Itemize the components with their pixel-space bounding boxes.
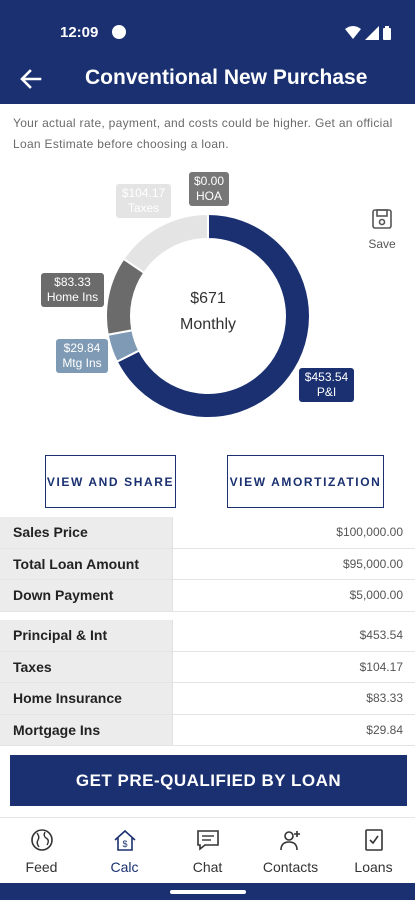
mtg-ins-tag: $29.84 Mtg Ins bbox=[56, 339, 108, 373]
contacts-icon bbox=[279, 831, 300, 851]
row-value: $104.17 bbox=[359, 659, 403, 674]
donut-slice-home-ins bbox=[105, 257, 146, 336]
donut-chart bbox=[105, 212, 311, 419]
get-pre-qualified-button[interactable]: GET PRE-QUALIFIED BY LOAN bbox=[10, 755, 407, 806]
row-label: Home Insurance bbox=[0, 683, 173, 714]
taxes-tag: $104.17 Taxes bbox=[116, 184, 171, 218]
loan-summary-table: Sales Price $100,000.00 Total Loan Amoun… bbox=[0, 517, 415, 612]
row-label: Taxes bbox=[0, 651, 173, 682]
row-label: Mortgage Ins bbox=[0, 714, 173, 745]
payment-breakdown-chart: $671 Monthly $104.17 Taxes $0.00 HOA $83… bbox=[0, 160, 415, 440]
home-gesture-pill[interactable] bbox=[170, 890, 246, 894]
table-row: Mortgage Ins $29.84 bbox=[0, 714, 415, 746]
chart-center-label: Monthly bbox=[179, 316, 237, 333]
table-row: Home Insurance $83.33 bbox=[0, 683, 415, 715]
mtg-ins-tag-amount: $29.84 bbox=[63, 341, 101, 355]
chart-center-amount: $671 bbox=[190, 290, 226, 307]
home-ins-tag: $83.33 Home Ins bbox=[41, 273, 104, 307]
table-row: Down Payment $5,000.00 bbox=[0, 580, 415, 612]
globe-icon bbox=[30, 829, 53, 851]
row-label: Total Loan Amount bbox=[0, 548, 173, 579]
bottom-navigation: Feed $ Calc Chat Contacts Loans bbox=[0, 817, 415, 883]
view-and-share-button[interactable]: VIEW AND SHARE bbox=[45, 455, 176, 508]
home-ins-tag-amount: $83.33 bbox=[54, 275, 91, 289]
pi-tag-amount: $453.54 bbox=[304, 370, 349, 384]
taxes-tag-label: Taxes bbox=[127, 201, 160, 215]
hoa-tag: $0.00 HOA bbox=[189, 172, 229, 206]
table-row: Total Loan Amount $95,000.00 bbox=[0, 548, 415, 580]
disclaimer-text: Your actual rate, payment, and costs cou… bbox=[13, 116, 393, 151]
back-arrow-icon[interactable] bbox=[18, 66, 44, 92]
nav-item-feed[interactable]: Feed bbox=[0, 818, 83, 883]
row-value: $453.54 bbox=[359, 628, 403, 643]
hoa-tag-label: HOA bbox=[195, 189, 222, 203]
nav-label: Calc bbox=[110, 859, 139, 875]
app-notification-icon bbox=[112, 25, 126, 39]
calculator-home-icon: $ bbox=[113, 829, 136, 851]
row-label: Sales Price bbox=[0, 517, 173, 548]
mtg-ins-tag-label: Mtg Ins bbox=[62, 356, 102, 370]
row-value: $83.33 bbox=[366, 691, 403, 706]
table-row: Principal & Int $453.54 bbox=[0, 620, 415, 652]
nav-item-loans[interactable]: Loans bbox=[332, 818, 415, 883]
row-label: Down Payment bbox=[0, 580, 173, 611]
hoa-tag-amount: $0.00 bbox=[193, 174, 225, 188]
status-time: 12:09 bbox=[60, 24, 99, 41]
row-value: $5,000.00 bbox=[349, 588, 403, 603]
app-bar: Conventional New Purchase bbox=[0, 56, 415, 104]
pi-tag: $453.54 P&I bbox=[299, 368, 354, 402]
status-icons bbox=[345, 26, 391, 40]
nav-item-chat[interactable]: Chat bbox=[166, 818, 249, 883]
save-button[interactable]: Save bbox=[362, 208, 402, 251]
nav-label: Contacts bbox=[262, 859, 319, 875]
home-ins-tag-label: Home Ins bbox=[46, 290, 99, 304]
chat-icon bbox=[196, 830, 219, 851]
table-row: Taxes $104.17 bbox=[0, 651, 415, 683]
taxes-tag-amount: $104.17 bbox=[121, 186, 166, 200]
status-bar: 12:09 bbox=[0, 0, 415, 56]
page-title: Conventional New Purchase bbox=[85, 66, 368, 89]
nav-label: Loans bbox=[354, 859, 393, 875]
signal-icon bbox=[365, 26, 379, 40]
gesture-bar bbox=[0, 883, 415, 900]
payment-breakdown-table: Principal & Int $453.54 Taxes $104.17 Ho… bbox=[0, 620, 415, 746]
svg-text:$: $ bbox=[122, 839, 127, 849]
save-label: Save bbox=[368, 237, 396, 251]
battery-icon bbox=[383, 26, 391, 40]
row-value: $100,000.00 bbox=[336, 525, 403, 540]
nav-label: Feed bbox=[25, 859, 58, 875]
nav-item-calc[interactable]: $ Calc bbox=[83, 818, 166, 883]
document-check-icon bbox=[364, 829, 383, 851]
table-row: Sales Price $100,000.00 bbox=[0, 517, 415, 549]
row-value: $29.84 bbox=[366, 722, 403, 737]
pi-tag-label: P&I bbox=[316, 385, 337, 399]
donut-slice-taxes bbox=[122, 212, 209, 275]
donut-slice-p-i bbox=[115, 212, 311, 419]
save-disk-icon bbox=[372, 209, 392, 229]
row-value: $95,000.00 bbox=[342, 556, 403, 571]
row-label: Principal & Int bbox=[0, 620, 173, 651]
view-amortization-button[interactable]: VIEW AMORTIZATION bbox=[227, 455, 384, 508]
wifi-icon bbox=[345, 26, 361, 39]
nav-item-contacts[interactable]: Contacts bbox=[249, 818, 332, 883]
nav-label: Chat bbox=[192, 859, 223, 875]
